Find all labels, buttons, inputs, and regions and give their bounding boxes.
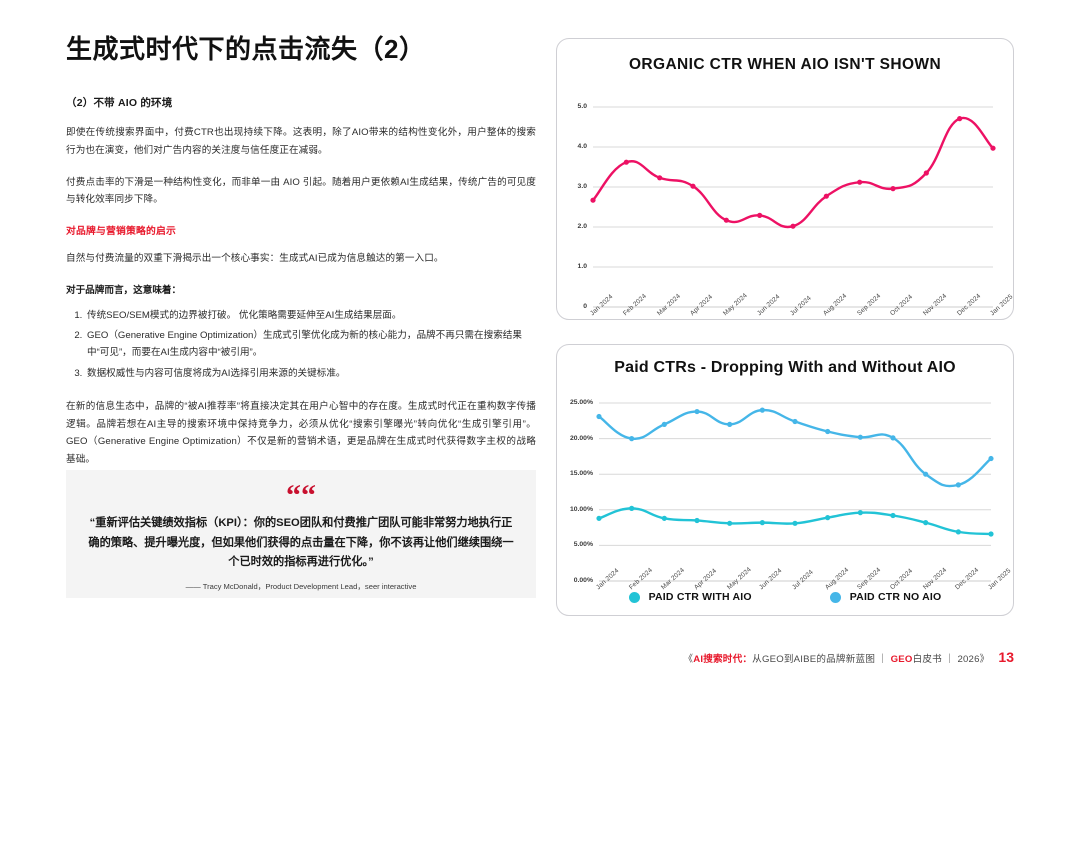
y-axis-tick-label: 1.0	[577, 263, 587, 270]
quote-text: “重新评估关键绩效指标（KPI）：你的SEO团队和付费推广团队可能非常努力地执行…	[88, 517, 514, 569]
paid-ctr-chart-card: Paid CTRs - Dropping With and Without AI…	[556, 344, 1014, 616]
paragraph-2: 付费点击率的下滑是一种结构性变化，而非单一由 AIO 引起。随着用户更依赖AI生…	[66, 176, 536, 206]
footer-highlight-2: GEO	[890, 654, 913, 665]
footer-caption: 《AI搜索时代：从GEO到AIBE的品牌新蓝图 ｜ GEO白皮书 ｜ 2026》	[683, 651, 989, 665]
numbered-points-list: 传统SEO/SEM模式的边界被打破。 优化策略需要延伸至AI生成结果层面。 GE…	[66, 307, 536, 382]
page-number: 13	[998, 649, 1014, 665]
y-axis-tick-label: 15.00%	[569, 470, 593, 478]
section-heading: （2）不带 AIO 的环境	[66, 97, 173, 110]
legend-label: PAID CTR NO AIO	[849, 591, 942, 603]
slide-page: 生成式时代下的点击流失（2） （2）不带 AIO 的环境 即使在传统搜索界面中，…	[0, 0, 1080, 683]
y-axis-tick-label: 5.0	[577, 103, 587, 110]
bold-lead-in: 对于品牌而言，这意味着：	[66, 284, 182, 296]
organic-line-svg	[590, 106, 996, 308]
y-axis-tick-label: 5.00%	[573, 541, 593, 549]
page-footer: 《AI搜索时代：从GEO到AIBE的品牌新蓝图 ｜ GEO白皮书 ｜ 2026》…	[683, 649, 1014, 665]
quote-attribution: —— Tracy McDonald，Product Development Le…	[185, 581, 417, 591]
paragraph-3: 自然与付费流量的双重下滑揭示出一个核心事实：生成式AI已成为信息触达的第一入口。	[66, 253, 444, 265]
paid-chart-plot-area	[596, 402, 994, 582]
y-axis-tick-label: 2.0	[577, 223, 587, 230]
red-subheading: 对品牌与营销策略的启示	[66, 226, 176, 238]
paragraph-1: 即使在传统搜索界面中，付费CTR也出现持续下降。这表明，除了AIO带来的结构性变…	[66, 127, 536, 156]
quotation-mark-icon: ““	[286, 479, 316, 512]
y-axis-tick-label: 10.00%	[569, 505, 593, 513]
y-axis-tick-label: 0.00%	[573, 577, 593, 584]
footer-highlight-1: AI搜索时代：	[693, 654, 753, 665]
footer-middle: 从GEO到AIBE的品牌新蓝图 ｜	[752, 654, 891, 665]
legend-item-no-aio[interactable]: PAID CTR NO AIO	[829, 591, 942, 603]
list-item: GEO（Generative Engine Optimization）生成式引擎…	[85, 327, 536, 362]
chart-legend: PAID CTR WITH AIO PAID CTR NO AIO	[557, 591, 1013, 603]
legend-dot-icon	[829, 591, 841, 603]
legend-label: PAID CTR WITH AIO	[648, 591, 752, 603]
y-axis-tick-label: 0	[583, 303, 587, 310]
organic-ctr-chart-card: ORGANIC CTR WHEN AIO ISN'T SHOWN seer in…	[556, 38, 1014, 320]
y-axis-tick-label: 25.00%	[569, 399, 593, 406]
y-axis-tick-label: 4.0	[577, 143, 587, 150]
y-axis-tick-label: 3.0	[577, 183, 587, 190]
chart-title-paid: Paid CTRs - Dropping With and Without AI…	[614, 359, 956, 376]
page-title: 生成式时代下的点击流失（2）	[66, 34, 426, 64]
paid-line-svg	[596, 402, 994, 582]
list-item: 传统SEO/SEM模式的边界被打破。 优化策略需要延伸至AI生成结果层面。	[85, 307, 536, 324]
legend-item-with-aio[interactable]: PAID CTR WITH AIO	[628, 591, 752, 603]
left-content-column: 生成式时代下的点击流失（2） （2）不带 AIO 的环境 即使在传统搜索界面中，…	[66, 34, 536, 483]
paragraph-4: 在新的信息生态中，品牌的“被AI推荐率”将直接决定其在用户心智中的存在度。生成式…	[66, 400, 536, 466]
footer-prefix: 《	[683, 654, 694, 665]
footer-suffix: 白皮书 ｜ 2026》	[912, 654, 990, 665]
y-axis-tick-label: 20.00%	[569, 434, 593, 442]
list-item: 数据权威性与内容可信度将成为AI选择引用来源的关键标准。	[85, 365, 536, 382]
chart-title-organic: ORGANIC CTR WHEN AIO ISN'T SHOWN	[628, 56, 942, 73]
organic-chart-plot-area	[590, 106, 996, 308]
legend-dot-icon	[628, 591, 640, 603]
quote-callout-box: ““ “重新评估关键绩效指标（KPI）：你的SEO团队和付费推广团队可能非常努力…	[66, 470, 536, 598]
